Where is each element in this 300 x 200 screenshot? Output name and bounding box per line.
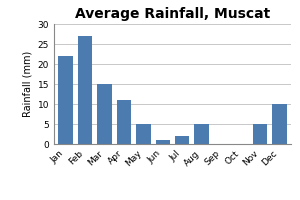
- Y-axis label: Rainfall (mm): Rainfall (mm): [22, 51, 32, 117]
- Bar: [97, 84, 112, 144]
- Title: Average Rainfall, Muscat: Average Rainfall, Muscat: [75, 7, 270, 21]
- Bar: [58, 56, 73, 144]
- Bar: [155, 140, 170, 144]
- Bar: [253, 124, 267, 144]
- Bar: [78, 36, 92, 144]
- Bar: [272, 104, 286, 144]
- Bar: [194, 124, 209, 144]
- Bar: [175, 136, 190, 144]
- Bar: [117, 100, 131, 144]
- Bar: [136, 124, 151, 144]
